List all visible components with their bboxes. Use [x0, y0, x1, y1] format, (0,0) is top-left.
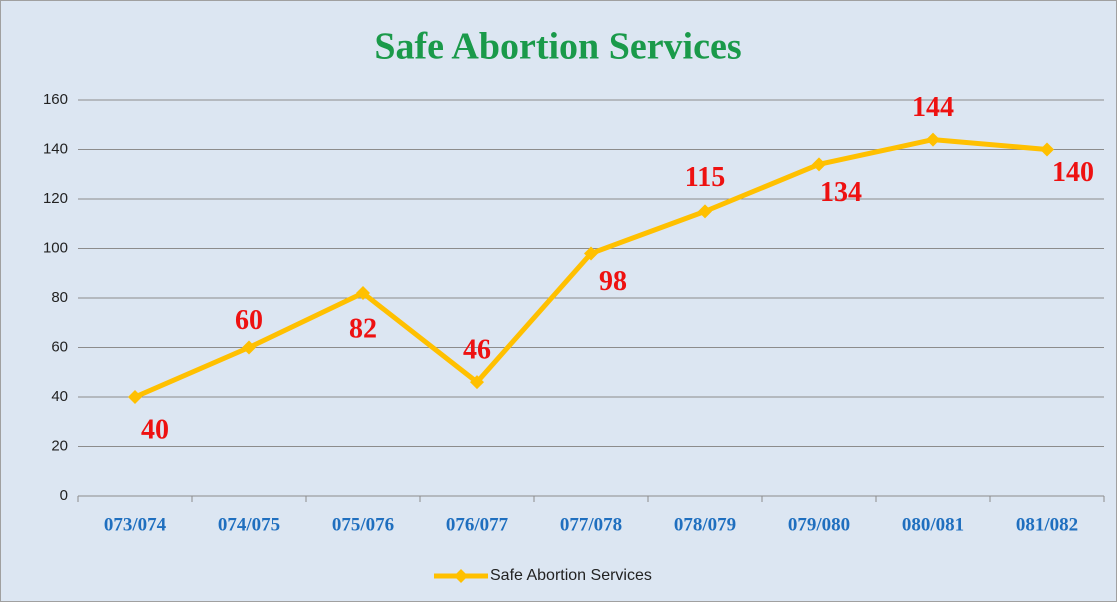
marker	[242, 340, 256, 355]
marker	[128, 390, 142, 404]
y-tick-label: 100	[43, 239, 68, 256]
data-label: 140	[1052, 157, 1094, 188]
x-tick-label: 078/079	[674, 514, 736, 535]
x-tick-label: 080/081	[902, 514, 964, 535]
y-tick-label: 160	[43, 91, 68, 108]
marker	[1040, 142, 1054, 157]
marker	[926, 132, 940, 147]
data-label: 46	[463, 335, 491, 366]
data-label: 40	[141, 414, 169, 445]
marker	[584, 246, 598, 261]
legend-label: Safe Abortion Services	[490, 567, 652, 584]
data-label: 115	[685, 162, 725, 193]
y-tick-label: 20	[51, 437, 68, 454]
y-tick-label: 80	[51, 289, 68, 306]
y-tick-label: 120	[43, 190, 68, 207]
marker	[698, 204, 712, 219]
data-label: 144	[912, 92, 954, 123]
data-label: 98	[599, 266, 627, 297]
legend-marker	[454, 569, 468, 583]
x-tick-label: 077/078	[560, 514, 622, 535]
y-tick-label: 0	[60, 487, 68, 504]
x-tick-label: 074/075	[218, 514, 280, 535]
y-tick-label: 60	[51, 338, 68, 355]
data-label: 60	[235, 305, 263, 336]
x-tick-label: 076/077	[446, 514, 509, 535]
x-tick-label: 073/074	[104, 514, 167, 535]
marker	[356, 286, 370, 301]
marker	[470, 375, 484, 390]
data-label: 82	[349, 313, 377, 344]
x-tick-label: 081/082	[1016, 514, 1078, 535]
data-label: 134	[820, 177, 862, 208]
marker	[812, 157, 826, 172]
x-tick-label: 079/080	[788, 514, 850, 535]
chart-title: Safe Abortion Services	[374, 26, 741, 68]
x-tick-label: 075/076	[332, 514, 394, 535]
y-tick-label: 140	[43, 140, 68, 157]
y-tick-label: 40	[51, 388, 68, 405]
